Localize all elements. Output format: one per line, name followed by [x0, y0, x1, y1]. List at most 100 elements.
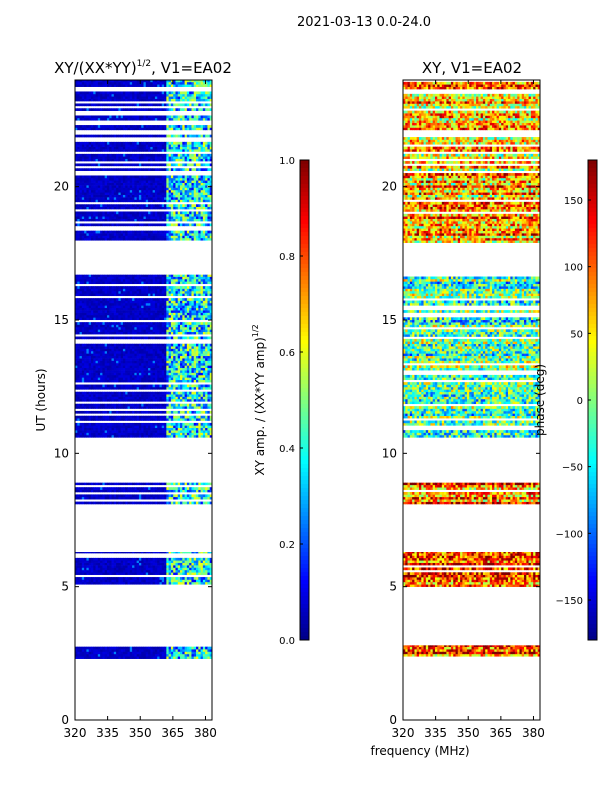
heatmap-cell — [114, 301, 117, 304]
heatmap-cell — [105, 346, 108, 349]
heatmap-cell — [98, 647, 101, 650]
heatmap-cell — [169, 235, 172, 238]
heatmap-cell — [146, 286, 149, 289]
heatmap-cell — [157, 651, 160, 654]
heatmap-cell — [112, 363, 115, 366]
heatmap-cell — [155, 404, 158, 407]
heatmap-cell — [93, 358, 96, 361]
heatmap-cell — [178, 494, 181, 497]
heatmap-cell — [155, 301, 158, 304]
heatmap-cell — [171, 560, 174, 563]
heatmap-cell — [182, 385, 185, 388]
heatmap-cell — [128, 502, 131, 505]
heatmap-cell — [130, 399, 133, 402]
heatmap-cell — [82, 298, 85, 301]
heatmap-cell — [109, 332, 112, 335]
heatmap-cell — [141, 425, 144, 428]
heatmap-cell — [123, 654, 126, 657]
heatmap-cell — [159, 656, 162, 659]
heatmap-cell — [166, 286, 169, 289]
heatmap-cell — [150, 494, 153, 497]
heatmap-cell — [137, 301, 140, 304]
heatmap-cell — [91, 490, 94, 493]
heatmap-cell — [100, 399, 103, 402]
heatmap-cell — [207, 346, 210, 349]
heatmap-cell — [155, 337, 158, 340]
heatmap-cell — [189, 487, 192, 490]
heatmap-cell — [203, 279, 206, 282]
heatmap-cell — [123, 286, 126, 289]
heatmap-cell — [148, 487, 151, 490]
heatmap-cell — [148, 329, 151, 332]
heatmap-cell — [162, 418, 165, 421]
heatmap-cell — [134, 346, 137, 349]
heatmap-cell — [112, 277, 115, 280]
heatmap-cell — [150, 358, 153, 361]
heatmap-cell — [175, 380, 178, 383]
heatmap-cell — [201, 346, 204, 349]
heatmap-cell — [123, 231, 126, 234]
heatmap-cell — [123, 425, 126, 428]
heatmap-cell — [96, 494, 99, 497]
heatmap-cell — [93, 361, 96, 364]
heatmap-cell — [146, 370, 149, 373]
heatmap-cell — [146, 322, 149, 325]
heatmap-cell — [157, 277, 160, 280]
heatmap-cell — [96, 483, 99, 485]
heatmap-cell — [89, 577, 92, 580]
heatmap-cell — [169, 293, 172, 296]
heatmap-cell — [171, 233, 174, 236]
heatmap-cell — [105, 656, 108, 659]
heatmap-cell — [187, 404, 190, 407]
heatmap-cell — [191, 497, 194, 500]
heatmap-cell — [123, 563, 126, 566]
heatmap-cell — [173, 275, 176, 277]
heatmap-cell — [100, 368, 103, 371]
heatmap-cell — [98, 373, 101, 376]
heatmap-cell — [109, 233, 112, 236]
heatmap-cell — [148, 327, 151, 330]
heatmap-cell — [107, 233, 110, 236]
heatmap-cell — [130, 380, 133, 383]
heatmap-cell — [93, 558, 96, 561]
heatmap-cell — [207, 399, 210, 402]
heatmap-cell — [91, 570, 94, 573]
heatmap-cell — [171, 231, 174, 234]
heatmap-cell — [93, 325, 96, 328]
heatmap-cell — [123, 399, 126, 402]
heatmap-cell — [180, 373, 183, 376]
heatmap-cell — [178, 373, 181, 376]
heatmap-cell — [196, 303, 199, 306]
heatmap-cell — [102, 649, 105, 652]
heatmap-cell — [130, 654, 133, 657]
heatmap-cell — [198, 558, 201, 561]
heatmap-cell — [157, 582, 160, 585]
heatmap-cell — [82, 235, 85, 238]
heatmap-cell — [91, 308, 94, 311]
heatmap-cell — [132, 223, 135, 226]
heatmap-cell — [180, 303, 183, 306]
heatmap-cell — [114, 353, 117, 356]
heatmap-cell — [102, 435, 105, 438]
heatmap-cell — [148, 494, 151, 497]
heatmap-cell — [169, 428, 172, 431]
heatmap-cell — [162, 430, 165, 433]
heatmap-cell — [157, 322, 160, 325]
heatmap-cell — [96, 363, 99, 366]
heatmap-cell — [196, 433, 199, 436]
heatmap-cell — [91, 373, 94, 376]
heatmap-cell — [198, 233, 201, 236]
heatmap-cell — [89, 238, 92, 241]
heatmap-cell — [144, 394, 147, 397]
heatmap-cell — [132, 567, 135, 570]
heatmap-cell — [107, 332, 110, 335]
heatmap-cell — [128, 277, 131, 280]
heatmap-cell — [109, 649, 112, 652]
heatmap-cell — [166, 392, 169, 395]
heatmap-cell — [139, 579, 142, 582]
heatmap-cell — [189, 654, 192, 657]
heatmap-cell — [162, 397, 165, 400]
heatmap-cell — [144, 358, 147, 361]
heatmap-cell — [93, 346, 96, 349]
heatmap-cell — [153, 373, 156, 376]
